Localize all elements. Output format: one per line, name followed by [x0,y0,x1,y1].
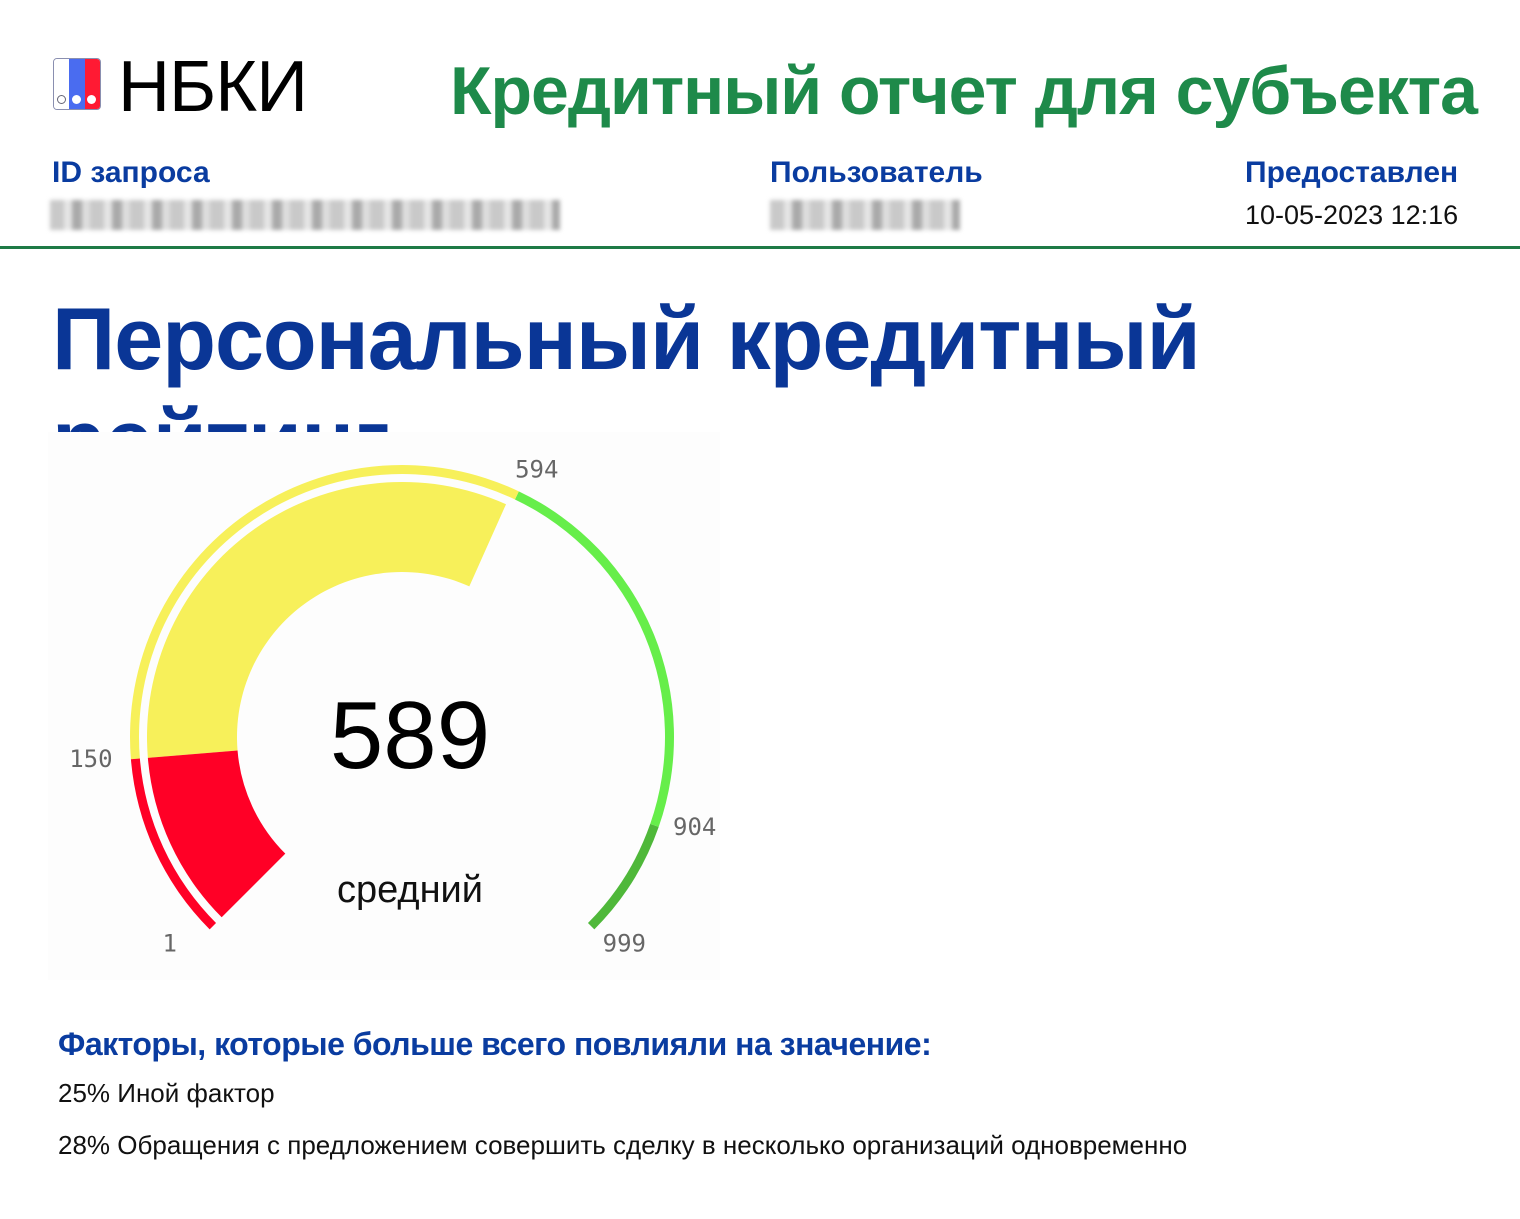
provided-date: 10-05-2023 12:16 [1245,200,1459,230]
report-title: Кредитный отчет для субъекта [450,53,1478,129]
logo-text: НБКИ [118,47,308,127]
gauge-zone-ring [514,491,674,827]
gauge-svg: 589 средний 1 150 594 904 999 [69,455,716,957]
request-id-value-redacted [50,200,560,230]
gauge-zone-ring [130,758,217,930]
user-label: Пользователь [770,156,983,189]
gauge-score-fill [147,481,507,758]
gauge-tick-label: 1 [162,929,176,957]
factors-title: Факторы, которые больше всего повлияли н… [58,1026,932,1062]
factor-item: 28% Обращения с предложением совершить с… [58,1130,1188,1160]
gauge-score-fill [147,750,286,918]
factor-item: 25% Иной фактор [58,1078,275,1108]
user-value-redacted [770,200,960,230]
gauge-zone-ring [130,465,519,760]
gauge-tick-label: 999 [603,929,646,957]
gauge-tick-label: 904 [673,813,716,841]
score-gauge: 589 средний 1 150 594 904 999 [48,432,720,980]
nbki-logo-icon [53,58,101,110]
header-divider [0,246,1520,249]
provided-label: Предоставлен [1245,156,1459,189]
score-value: 589 [330,682,490,789]
gauge-zone-ring [587,823,659,930]
score-category: средний [337,869,483,911]
request-id-label: ID запроса [52,156,210,189]
gauge-tick-label: 150 [69,745,112,773]
gauge-tick-label: 594 [515,455,558,483]
